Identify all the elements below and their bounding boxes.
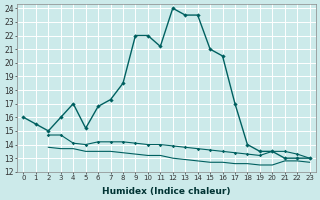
X-axis label: Humidex (Indice chaleur): Humidex (Indice chaleur) xyxy=(102,187,231,196)
